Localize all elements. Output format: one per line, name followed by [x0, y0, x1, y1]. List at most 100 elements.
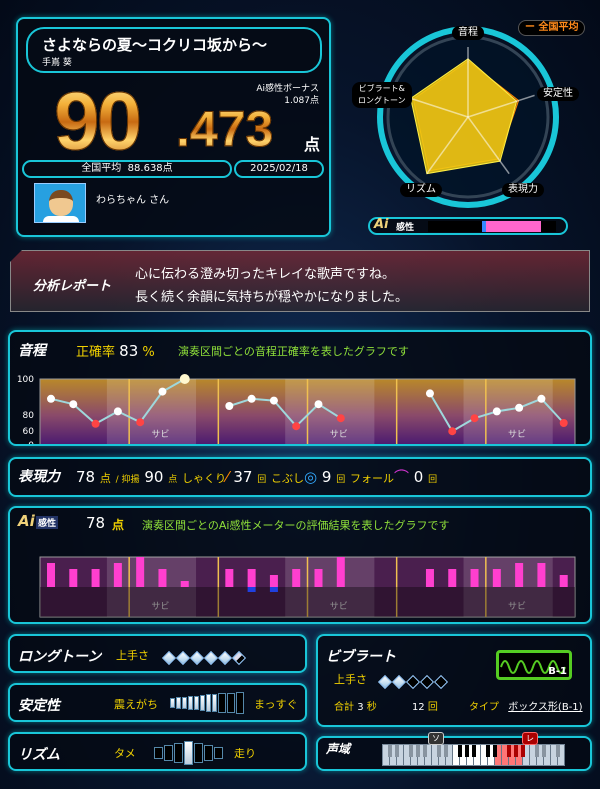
ai-meter-blue	[481, 221, 490, 232]
pitch-sabi-label: サビ	[151, 429, 169, 440]
vibrato-skill-label: 上手さ	[334, 673, 367, 686]
radar-axis-line	[467, 94, 535, 118]
yokuyo-unit: 点	[168, 475, 178, 485]
ai-chart: サビ サビ サビ	[39, 556, 576, 618]
ai-unit: 点	[112, 518, 125, 532]
high-note-badge: レ	[522, 732, 538, 745]
pitch-line-segment	[451, 417, 476, 433]
ai-bar	[425, 569, 434, 587]
piano-key	[558, 745, 565, 765]
accuracy-value: 83	[119, 342, 139, 360]
skill-diamond	[189, 650, 205, 666]
vibrato-type-link[interactable]: ボックス形(B-1)	[508, 702, 583, 713]
pitch-point	[136, 418, 145, 427]
date: 2025/02/18	[234, 160, 324, 178]
stability-left-label: 震えがち	[114, 698, 158, 711]
accuracy-unit: %	[142, 345, 155, 360]
pitch-sabi-label: サビ	[330, 429, 348, 440]
fall-icon: ⌒	[393, 468, 409, 486]
ai-bar	[559, 575, 568, 587]
skill-diamond	[405, 674, 421, 690]
piano-black-key	[472, 745, 476, 757]
national-average: 全国平均 88.638点	[22, 160, 232, 178]
piano-black-key	[409, 745, 413, 757]
vibrato-count: 12	[411, 702, 425, 713]
rhythm-segment	[194, 743, 203, 763]
skill-diamond	[377, 674, 393, 690]
pitch-y-tick: 0	[28, 441, 34, 444]
ai-meter-pink	[485, 221, 541, 232]
ai-bar	[448, 569, 457, 587]
ai-bar	[158, 569, 167, 587]
song-artist: 手嶌 葵	[42, 58, 72, 68]
bonus-value: 1.087点	[284, 96, 319, 106]
stability-segment	[218, 693, 226, 713]
longtone-skill-meter	[161, 648, 247, 667]
vibrato-seconds-unit: 秒	[366, 702, 377, 713]
piano-black-key	[465, 745, 469, 757]
shakuri-label: しゃくり	[182, 472, 227, 485]
vibrato-count-unit: 回	[427, 702, 438, 713]
ai-meter-label: 感性	[396, 223, 415, 233]
skill-diamond	[419, 674, 435, 690]
shakuri-value: 37	[233, 468, 253, 486]
ai-bar	[136, 557, 145, 587]
piano-black-key	[514, 745, 518, 757]
pitch-point	[269, 396, 278, 405]
yokuyo-label: / 抑揚	[115, 475, 140, 485]
vibrato-type-badge: B-1	[496, 650, 572, 680]
piano-key	[544, 745, 551, 765]
ai-score: 78	[86, 514, 106, 532]
pitch-point	[448, 427, 457, 436]
song-title-box: さよならの夏～コクリコ坂から～ 手嶌 葵	[26, 27, 322, 73]
stability-segment	[200, 695, 205, 711]
national-average-value: 88.638点	[127, 163, 173, 174]
shakuri-unit: 回	[257, 475, 267, 485]
stability-segment	[212, 693, 217, 713]
expression-unit: 点	[99, 472, 111, 485]
ai-sabi-label: サビ	[151, 601, 169, 612]
pitch-point	[314, 400, 323, 409]
skill-diamond	[391, 674, 407, 690]
longtone-skill-label: 上手さ	[116, 649, 149, 662]
score-card: さよならの夏～コクリコ坂から～ 手嶌 葵 Ai感性ボーナス 1.087点 90 …	[16, 17, 331, 237]
ai-label: 感性	[36, 516, 59, 529]
ai-description: 演奏区間ごとのAi感性メーターの評価結果を表したグラフです	[142, 519, 450, 532]
pitch-accuracy: 正確率 83 %	[76, 341, 155, 360]
radar-axis-line	[401, 94, 469, 118]
pitch-y-tick: 60	[23, 427, 35, 437]
vibrato-total-label: 合計	[334, 702, 354, 713]
stability-right-label: まっすぐ	[254, 698, 298, 711]
ai-sabi-label: サビ	[508, 601, 526, 612]
longtone-label: ロングトーン	[18, 649, 102, 665]
radar-axis-line	[467, 116, 510, 175]
pitch-point	[247, 394, 256, 403]
radar-legend: ー 全国平均	[518, 20, 586, 36]
pitch-y-tick: 80	[23, 411, 35, 421]
fall-label: フォール	[349, 472, 394, 485]
piano-key	[446, 745, 453, 765]
pitch-point	[158, 387, 167, 396]
radar-chart: ー 全国平均 音程 安定性 表現力 リズム ビブラート& ロングトーン Ai 感…	[340, 0, 600, 245]
pitch-point	[69, 400, 78, 409]
analysis-report: 分析レポート 心に伝わる澄み切ったキレイな歌声ですね。 長く続く余韻に気持ちが穏…	[10, 250, 590, 312]
pitch-line-segment	[295, 403, 320, 427]
piano-black-key	[521, 745, 525, 757]
pitch-point	[336, 414, 345, 423]
fall-unit: 回	[428, 475, 438, 485]
ai-bar	[336, 557, 345, 587]
low-note-badge: ソ	[428, 732, 444, 745]
pitch-point	[515, 403, 524, 412]
pitch-line-segment	[117, 410, 141, 424]
pitch-point	[425, 389, 434, 398]
user-avatar[interactable]	[34, 183, 86, 223]
rhythm-label: リズム	[18, 747, 60, 763]
pitch-point	[470, 414, 479, 423]
expression-panel: 表現力 78 点 / 抑揚 90 点 しゃくり⁄ 37 回 こぶし◎ 9 回 フ…	[8, 457, 592, 497]
stability-segment	[176, 697, 181, 709]
ai-negative-bar	[247, 587, 256, 592]
ai-bar	[269, 575, 278, 587]
vibrato-type-label: タイプ	[469, 702, 500, 713]
rhythm-segment	[184, 741, 193, 765]
piano-key	[495, 745, 502, 765]
